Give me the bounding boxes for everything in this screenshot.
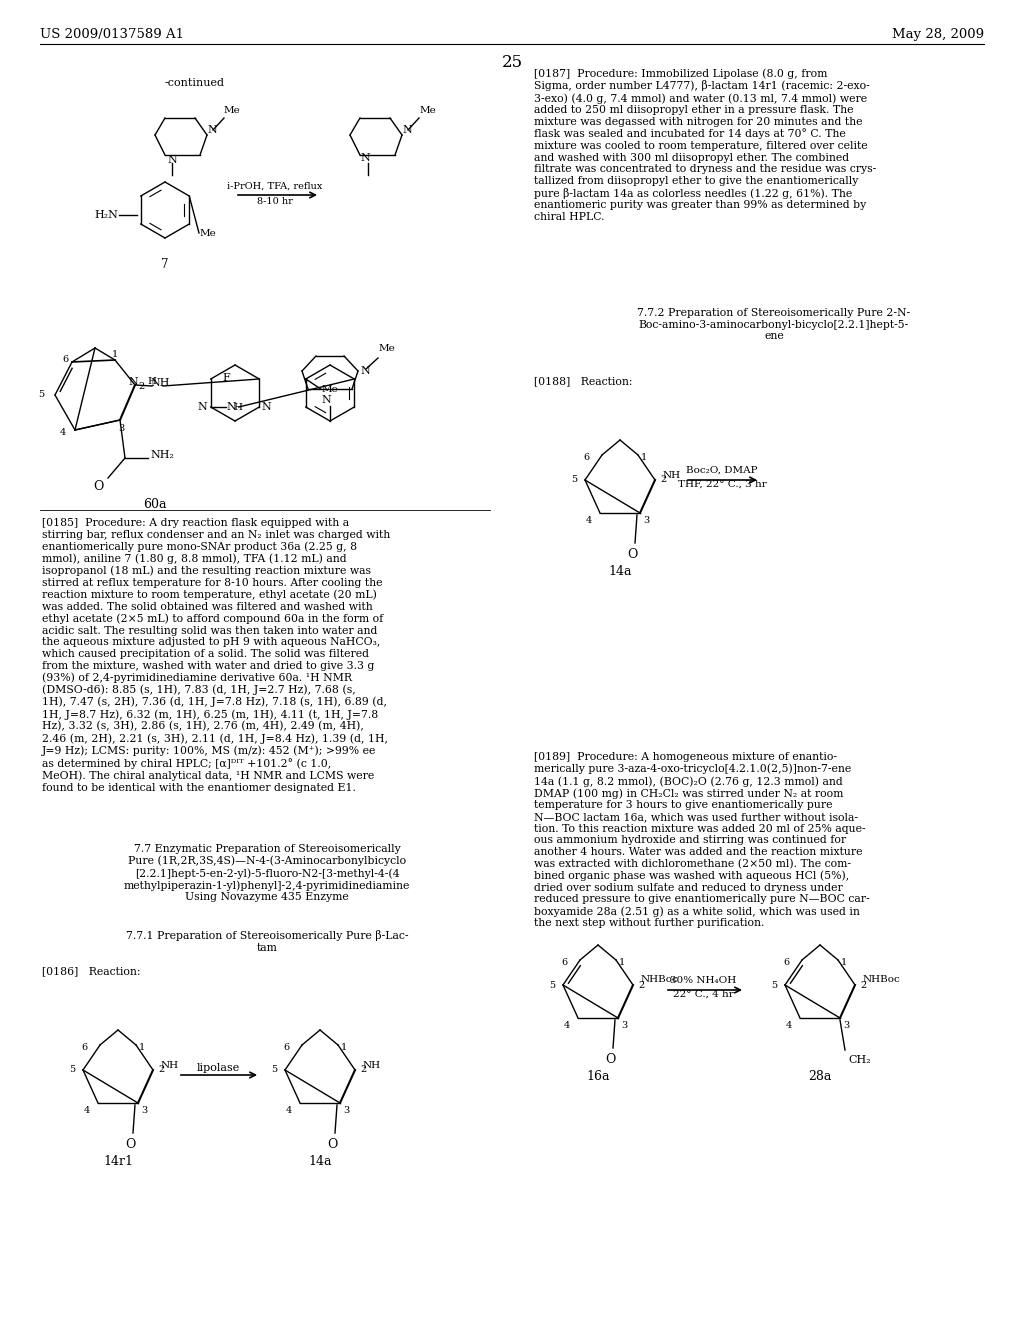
Text: O: O [125,1138,135,1151]
Text: 1: 1 [618,958,626,968]
Text: 8-10 hr: 8-10 hr [257,197,293,206]
Text: N: N [261,403,271,412]
Text: F: F [222,374,230,383]
Text: 7: 7 [161,257,169,271]
Text: Me: Me [322,384,339,393]
Text: NH: NH [161,1060,179,1069]
Text: [0186]   Reaction:: [0186] Reaction: [42,966,140,975]
Text: 3: 3 [621,1020,628,1030]
Text: N: N [167,154,177,165]
Text: US 2009/0137589 A1: US 2009/0137589 A1 [40,28,184,41]
Text: 14r1: 14r1 [103,1155,133,1168]
Text: H: H [147,378,156,387]
Text: 3: 3 [843,1020,849,1030]
Text: 4: 4 [84,1106,90,1115]
Text: 2: 2 [638,981,644,990]
Text: 3: 3 [118,424,124,433]
Text: 5: 5 [570,475,577,484]
Text: H₂N: H₂N [94,210,118,220]
Text: O: O [327,1138,337,1151]
Text: 1: 1 [112,350,118,359]
Text: 5: 5 [38,389,44,399]
Text: 7.7.2 Preparation of Stereoisomerically Pure 2-N-
Boc-amino-3-aminocarbonyl-bicy: 7.7.2 Preparation of Stereoisomerically … [637,308,910,341]
Text: Boc₂O, DMAP: Boc₂O, DMAP [686,466,758,475]
Text: 2: 2 [360,1065,367,1074]
Text: 1: 1 [841,958,847,968]
Text: 22° C., 4 hr: 22° C., 4 hr [673,990,733,999]
Text: NH: NH [150,378,170,388]
Text: 3: 3 [643,516,649,525]
Text: NHBoc: NHBoc [641,975,679,985]
Text: 5: 5 [549,981,555,990]
Text: 6: 6 [82,1043,88,1052]
Text: i-PrOH, TFA, reflux: i-PrOH, TFA, reflux [227,182,323,191]
Text: NH₂: NH₂ [150,450,174,459]
Text: Me: Me [200,228,217,238]
Text: -continued: -continued [165,78,225,88]
Text: 28a: 28a [808,1071,831,1082]
Text: 6: 6 [562,958,568,968]
Text: 4: 4 [286,1106,292,1115]
Text: [0185]  Procedure: A dry reaction flask equipped with a
stirring bar, reflux con: [0185] Procedure: A dry reaction flask e… [42,517,390,793]
Text: 4: 4 [586,516,592,525]
Text: 4: 4 [60,428,67,437]
Text: 1: 1 [341,1043,347,1052]
Text: N: N [207,125,217,135]
Text: 6: 6 [784,958,790,968]
Text: 60a: 60a [143,498,167,511]
Text: 5: 5 [69,1065,75,1074]
Text: Me: Me [379,345,395,352]
Text: 6: 6 [62,355,69,364]
Text: 1: 1 [139,1043,145,1052]
Text: O: O [627,548,637,561]
Text: 5: 5 [271,1065,278,1074]
Text: 2: 2 [860,981,866,990]
Text: Me: Me [420,106,437,115]
Text: N: N [360,366,370,376]
Text: N: N [360,153,370,162]
Text: [0189]  Procedure: A homogeneous mixture of enantio-
merically pure 3-aza-4-oxo-: [0189] Procedure: A homogeneous mixture … [534,752,869,928]
Text: lipolase: lipolase [197,1063,240,1073]
Text: 1: 1 [641,453,647,462]
Text: 30% NH₄OH: 30% NH₄OH [670,975,736,985]
Text: 2: 2 [660,475,667,484]
Text: May 28, 2009: May 28, 2009 [892,28,984,41]
Text: O: O [93,480,104,492]
Text: CH₂: CH₂ [848,1055,870,1065]
Text: NH: NH [362,1060,381,1069]
Text: [0188]   Reaction:: [0188] Reaction: [534,376,633,385]
Text: 3: 3 [343,1106,349,1115]
Text: O: O [605,1053,615,1067]
Text: [0187]  Procedure: Immobilized Lipolase (8.0 g, from
Sigma, order number L4777),: [0187] Procedure: Immobilized Lipolase (… [534,69,877,222]
Text: 6: 6 [584,453,590,462]
Text: 14a: 14a [308,1155,332,1168]
Text: Me: Me [224,106,241,115]
Text: 3: 3 [141,1106,147,1115]
Text: 5: 5 [771,981,777,990]
Text: 7.7.1 Preparation of Stereoisomerically Pure β-Lac-
tam: 7.7.1 Preparation of Stereoisomerically … [126,931,409,953]
Text: 14a: 14a [608,565,632,578]
Text: 2: 2 [158,1065,164,1074]
Text: 16a: 16a [587,1071,609,1082]
Text: H: H [233,403,243,412]
Text: N: N [197,403,207,412]
Text: N: N [226,403,237,412]
Text: NH: NH [663,470,681,479]
Text: N: N [128,378,138,387]
Text: 25: 25 [502,54,522,71]
Text: 6: 6 [284,1043,290,1052]
Text: 7.7 Enzymatic Preparation of Stereoisomerically
Pure (1R,2R,3S,4S)—N-4-(3-Aminoc: 7.7 Enzymatic Preparation of Stereoisome… [124,843,411,903]
Text: 4: 4 [785,1020,792,1030]
Text: N: N [322,395,331,405]
Text: THF, 22° C., 3 hr: THF, 22° C., 3 hr [678,480,766,488]
Text: 4: 4 [564,1020,570,1030]
Text: NHBoc: NHBoc [863,975,901,985]
Text: N: N [402,125,412,135]
Text: 2: 2 [138,381,144,391]
